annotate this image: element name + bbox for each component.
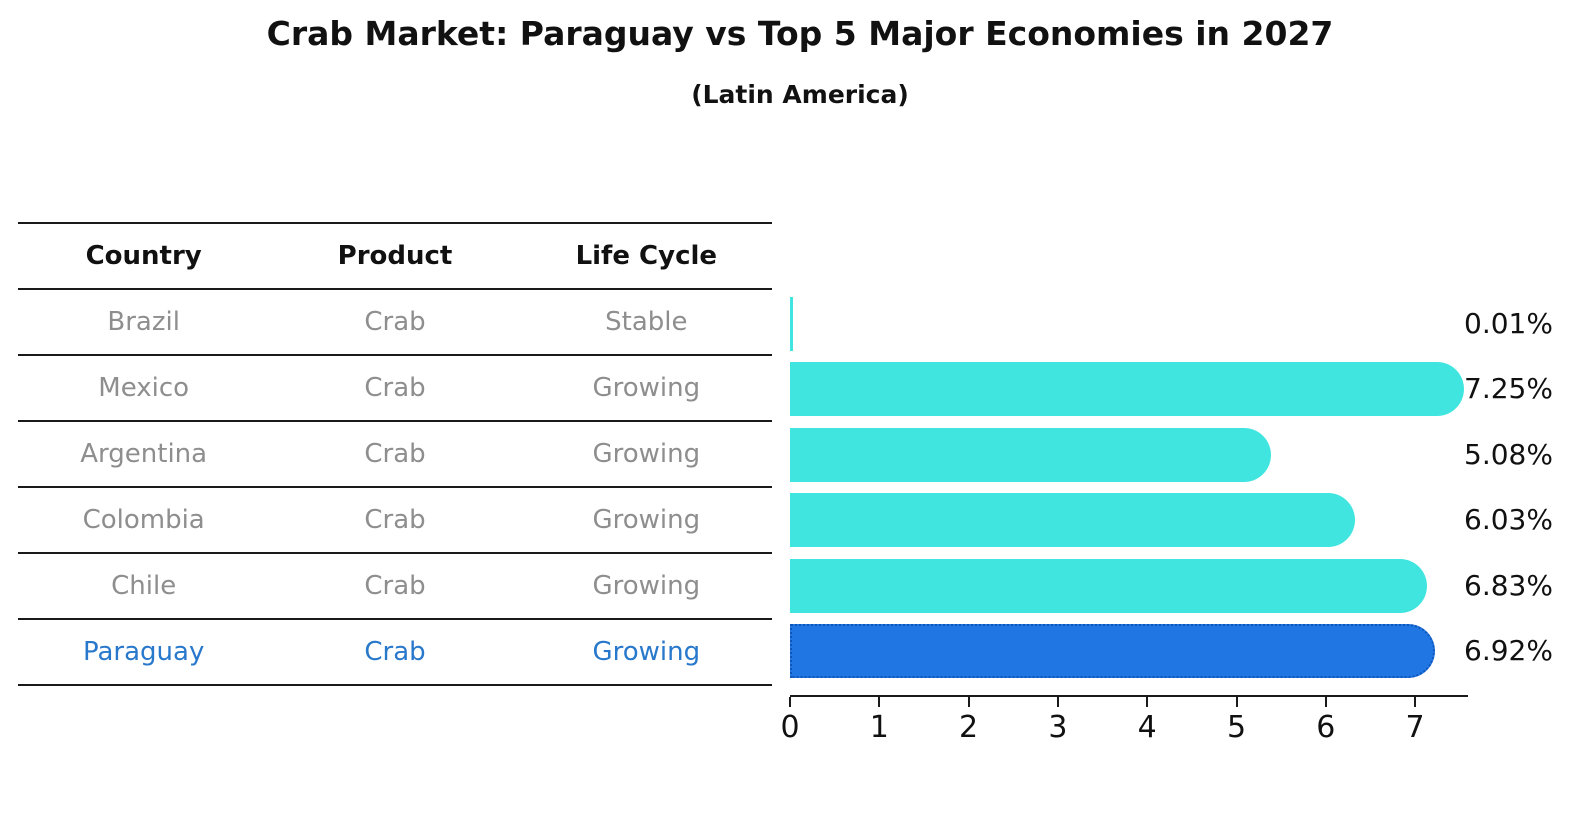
x-tick-5 xyxy=(1235,697,1238,707)
x-tick-4 xyxy=(1146,697,1149,707)
value-label-brazil: 0.01% xyxy=(1464,307,1553,340)
table-row-chile: Chile Crab Growing xyxy=(18,552,772,618)
cell-country: Argentina xyxy=(80,439,208,469)
chart-title: Crab Market: Paraguay vs Top 5 Major Eco… xyxy=(266,14,1334,53)
x-tick-7 xyxy=(1414,697,1417,707)
cell-life-cycle: Stable xyxy=(605,307,688,337)
cell-life-cycle: Growing xyxy=(592,439,701,469)
cell-product: Crab xyxy=(364,637,426,667)
x-tick-label-1: 1 xyxy=(869,710,889,745)
value-label-chile: 6.83% xyxy=(1464,569,1553,602)
cell-product: Crab xyxy=(364,439,426,469)
x-tick-label-5: 5 xyxy=(1226,710,1247,745)
table-header-product: Product xyxy=(337,241,453,271)
x-tick-label-4: 4 xyxy=(1137,710,1157,745)
table-row-argentina: Argentina Crab Growing xyxy=(18,420,772,486)
value-label-mexico: 7.25% xyxy=(1464,372,1553,405)
value-label-colombia: 6.03% xyxy=(1464,503,1553,536)
cell-country: Brazil xyxy=(107,307,180,337)
x-tick-label-6: 6 xyxy=(1316,710,1336,745)
x-tick-label-3: 3 xyxy=(1048,710,1068,745)
table-row-brazil: Brazil Crab Stable xyxy=(18,288,772,354)
table-row-colombia: Colombia Crab Growing xyxy=(18,486,772,552)
table-row-paraguay: Paraguay Crab Growing xyxy=(18,618,772,684)
bar-colombia xyxy=(790,493,1356,547)
cell-product: Crab xyxy=(364,307,426,337)
x-tick-2 xyxy=(967,697,970,707)
table-body: Brazil Crab Stable Mexico Crab Growing Argenti… xyxy=(18,288,772,684)
cell-country: Colombia xyxy=(82,505,205,535)
table-header-country: Country xyxy=(85,241,202,271)
bar-argentina xyxy=(790,428,1271,482)
x-tick-0 xyxy=(789,697,791,707)
x-tick-3 xyxy=(1056,697,1059,707)
table-row-mexico: Mexico Crab Growing xyxy=(18,354,772,420)
cell-life-cycle: Growing xyxy=(592,571,701,601)
x-tick-label-2: 2 xyxy=(959,710,979,745)
table-header-row: Country Product Life Cycle xyxy=(18,222,772,288)
table-header-life-cycle: Life Cycle xyxy=(575,241,718,271)
x-tick-6 xyxy=(1324,697,1327,707)
x-tick-1 xyxy=(878,697,881,707)
x-axis-line xyxy=(790,695,1468,697)
x-tick-label-7: 7 xyxy=(1405,710,1425,745)
bar-paraguay xyxy=(790,624,1435,678)
bar-mexico xyxy=(790,362,1465,416)
value-label-argentina: 5.08% xyxy=(1464,438,1553,471)
cell-life-cycle: Growing xyxy=(592,373,701,403)
country-table: Country Product Life Cycle Brazil Crab Sta… xyxy=(18,222,772,686)
chart-subtitle: (Latin America) xyxy=(691,80,909,109)
bar-brazil xyxy=(790,297,793,351)
cell-product: Crab xyxy=(364,505,426,535)
cell-country: Mexico xyxy=(98,373,190,403)
value-label-paraguay: 6.92% xyxy=(1464,634,1553,667)
cell-country: Paraguay xyxy=(82,637,205,667)
x-tick-label-0: 0 xyxy=(780,710,800,745)
cell-country: Chile xyxy=(111,571,177,601)
cell-life-cycle: Growing xyxy=(592,505,701,535)
cell-product: Crab xyxy=(364,373,426,403)
cell-product: Crab xyxy=(364,571,426,601)
cell-life-cycle: Growing xyxy=(592,637,701,667)
bar-chile xyxy=(790,559,1427,613)
